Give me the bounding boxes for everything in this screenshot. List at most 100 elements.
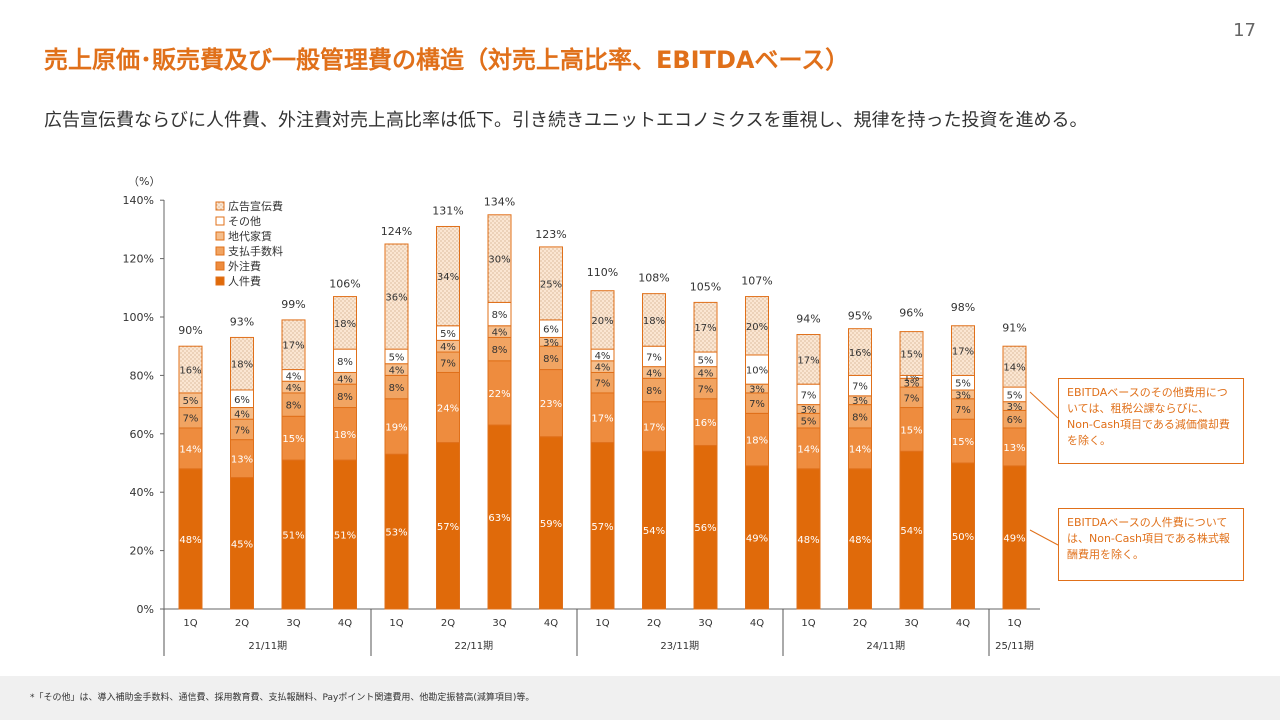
data-label-personnel: 63% [488, 513, 510, 524]
bar-total-label: 91% [1002, 321, 1026, 334]
data-label-rent: 5% [183, 396, 199, 407]
data-label-rent: 4% [234, 409, 250, 420]
legend-label: 広告宣伝費 [228, 199, 283, 213]
legend-swatch [215, 216, 225, 226]
x-tick-label: 2Q [235, 618, 249, 629]
bar-segment-advertising [178, 345, 203, 394]
data-label-other: 5% [440, 329, 456, 340]
data-label-outsourcing: 17% [591, 414, 613, 425]
data-label-outsourcing: 13% [1003, 443, 1025, 454]
period-group-label: 24/11期 [866, 640, 905, 652]
x-tick-label: 4Q [956, 618, 970, 629]
x-tick-label: 1Q [595, 618, 609, 629]
data-label-payment-fees: 7% [595, 379, 611, 390]
data-label-payment-fees: 8% [646, 386, 662, 397]
period-group-label: 25/11期 [995, 640, 1034, 652]
legend-swatch [215, 276, 225, 286]
data-label-rent: 4% [595, 363, 611, 374]
data-label-personnel: 57% [437, 522, 459, 533]
bar-total-label: 98% [951, 301, 975, 314]
data-label-outsourcing: 15% [282, 434, 304, 445]
bar-total-label: 94% [796, 313, 820, 326]
data-label-advertising: 17% [952, 347, 974, 358]
data-label-rent: 4% [646, 368, 662, 379]
data-label-rent: 4% [492, 328, 508, 339]
bar-segment-advertising [281, 319, 306, 371]
y-tick-label: 40% [130, 486, 154, 499]
data-label-personnel: 48% [797, 535, 819, 546]
data-label-rent: 4% [389, 366, 405, 377]
bar-total-label: 107% [741, 275, 772, 288]
note-other-costs: EBITDAベースのその他費用については、租税公課ならびに、Non-Cash項目… [1058, 378, 1244, 464]
bar-segment-advertising [590, 290, 615, 350]
legend-label: 地代家賃 [228, 229, 272, 243]
data-label-personnel: 50% [952, 532, 974, 543]
bar-segment-advertising [436, 225, 460, 327]
page-number: 17 [1233, 20, 1256, 41]
data-label-advertising: 20% [591, 316, 613, 327]
data-label-personnel: 53% [385, 528, 407, 539]
data-label-other: 8% [337, 357, 353, 368]
page-title: 売上原価･販売費及び一般管理費の構造（対売上高比率、EBITDAベース） [44, 46, 850, 74]
x-tick-label: 3Q [492, 618, 506, 629]
note-personnel-costs: EBITDAベースの人件費については、Non-Cash項目である株式報酬費用を除… [1058, 508, 1244, 581]
legend-label: 外注費 [228, 259, 261, 273]
note-connector [1029, 529, 1059, 546]
data-label-outsourcing: 15% [952, 437, 974, 448]
page-subtitle: 広告宣伝費ならびに人件費、外注費対売上高比率は低下。引き続きユニットエコノミクス… [44, 110, 1088, 131]
bar-total-label: 123% [535, 228, 566, 241]
bar-segment-advertising [745, 296, 769, 356]
bar-segment-advertising [230, 336, 254, 391]
data-label-personnel: 56% [694, 523, 716, 534]
period-group-label: 23/11期 [660, 640, 699, 652]
legend-swatch [215, 201, 225, 211]
data-label-outsourcing: 18% [746, 436, 768, 447]
period-group-label: 22/11期 [454, 640, 493, 652]
data-label-advertising: 30% [488, 255, 510, 266]
data-label-personnel: 48% [849, 535, 871, 546]
cost-structure-chart: （%） 0% 20% 40% 60% 80% 100% 120% 140% 48% 14% 7% 5% 1… [123, 175, 1059, 656]
data-label-outsourcing: 23% [540, 399, 562, 410]
data-label-advertising: 17% [797, 355, 819, 366]
data-label-outsourcing: 15% [900, 425, 922, 436]
data-label-payment-fees: 7% [234, 425, 250, 436]
data-label-rent: 3% [852, 396, 868, 407]
data-label-other: 4% [286, 371, 302, 382]
bar-total-label: 105% [690, 280, 721, 293]
data-label-advertising: 18% [231, 360, 253, 371]
y-tick-label: 120% [123, 253, 154, 266]
y-tick-label: 0% [137, 603, 154, 616]
data-label-payment-fees: 7% [698, 385, 714, 396]
legend-label: 人件費 [228, 274, 261, 288]
data-label-personnel: 45% [231, 539, 253, 550]
data-label-payment-fees: 7% [440, 358, 456, 369]
data-label-advertising: 15% [900, 350, 922, 361]
data-label-rent: 4% [286, 383, 302, 394]
bar-total-label: 134% [484, 196, 515, 209]
legend-swatch [215, 246, 225, 256]
y-tick-label: 140% [123, 194, 154, 207]
data-label-personnel: 51% [334, 531, 356, 542]
data-label-personnel: 49% [746, 533, 768, 544]
data-label-outsourcing: 14% [797, 444, 819, 455]
data-label-rent: 3% [1007, 402, 1023, 413]
data-label-rent: 3% [904, 379, 920, 390]
data-label-advertising: 16% [849, 348, 871, 359]
x-tick-label: 4Q [338, 618, 352, 629]
bar-segment-advertising [848, 328, 872, 376]
data-label-personnel: 57% [591, 522, 613, 533]
data-label-personnel: 49% [1003, 533, 1025, 544]
data-label-other: 6% [234, 395, 250, 406]
data-label-advertising: 34% [437, 272, 459, 283]
data-label-rent: 3% [955, 390, 971, 401]
data-label-other: 4% [595, 351, 611, 362]
bar-segment-advertising [951, 325, 975, 376]
bar-segment-advertising [642, 293, 666, 347]
period-group-label: 21/11期 [248, 640, 287, 652]
bar-total-label: 99% [281, 298, 305, 311]
data-label-other: 5% [955, 379, 971, 390]
x-tick-label: 1Q [801, 618, 815, 629]
data-label-other: 8% [492, 310, 508, 321]
data-label-payment-fees: 7% [749, 399, 765, 410]
data-label-rent: 4% [440, 342, 456, 353]
